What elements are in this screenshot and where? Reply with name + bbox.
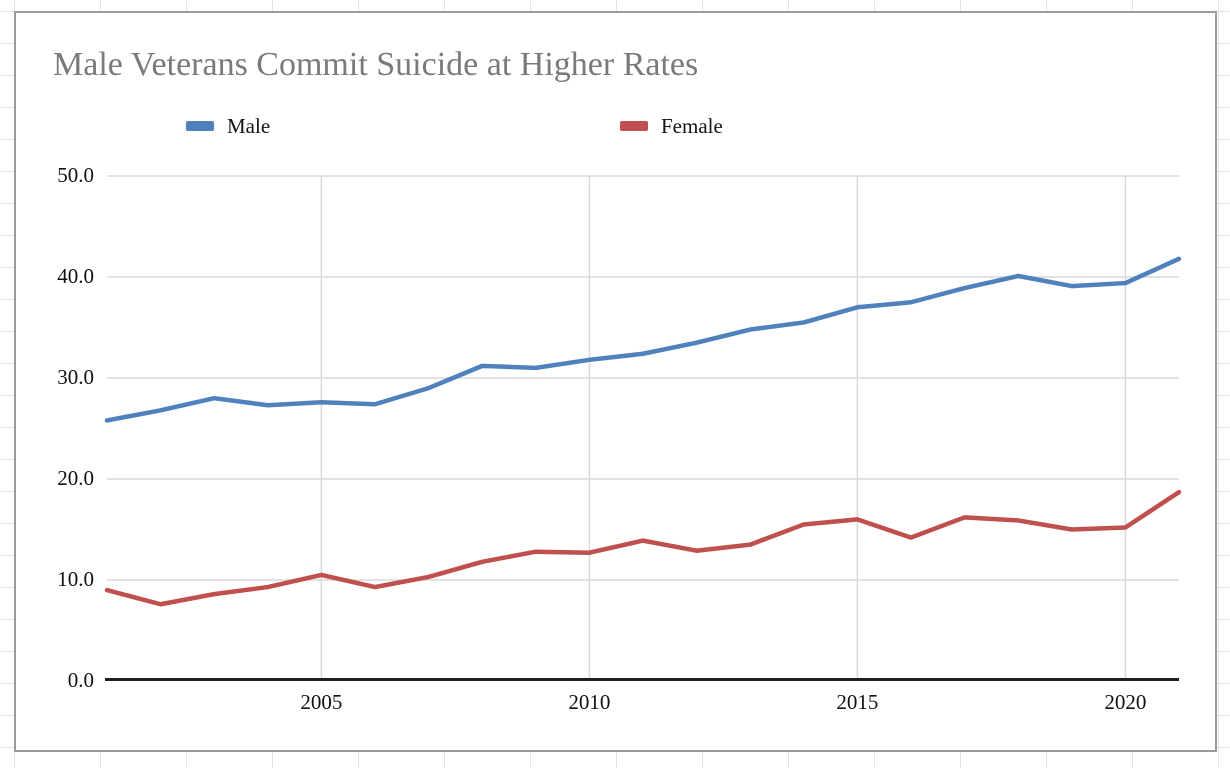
male-series-swatch-icon [186, 121, 214, 131]
legend-item-male: Male [186, 115, 270, 137]
x-tick-label: 2015 [836, 690, 879, 714]
embedded-chart[interactable]: Male Veterans Commit Suicide at Higher R… [14, 11, 1217, 752]
legend-item-female: Female [620, 115, 723, 137]
legend-label-male: Male [227, 113, 271, 138]
legend-label-female: Female [661, 113, 723, 138]
y-tick-label: 20.0 [57, 466, 94, 490]
x-tick-label: 2020 [1104, 690, 1147, 714]
line-chart-svg [104, 175, 1182, 681]
y-tick-label: 40.0 [57, 264, 94, 288]
female-series-swatch-icon [620, 121, 648, 131]
chart-title: Male Veterans Commit Suicide at Higher R… [53, 46, 699, 83]
plot-area [104, 175, 1182, 681]
x-tick-label: 2010 [568, 690, 611, 714]
y-tick-label: 30.0 [57, 365, 94, 389]
y-tick-label: 0.0 [67, 668, 94, 692]
y-tick-label: 10.0 [57, 567, 94, 591]
series-line-female [104, 489, 1182, 607]
series-line-male [104, 256, 1182, 423]
x-tick-label: 2005 [300, 690, 343, 714]
y-tick-label: 50.0 [57, 163, 94, 187]
